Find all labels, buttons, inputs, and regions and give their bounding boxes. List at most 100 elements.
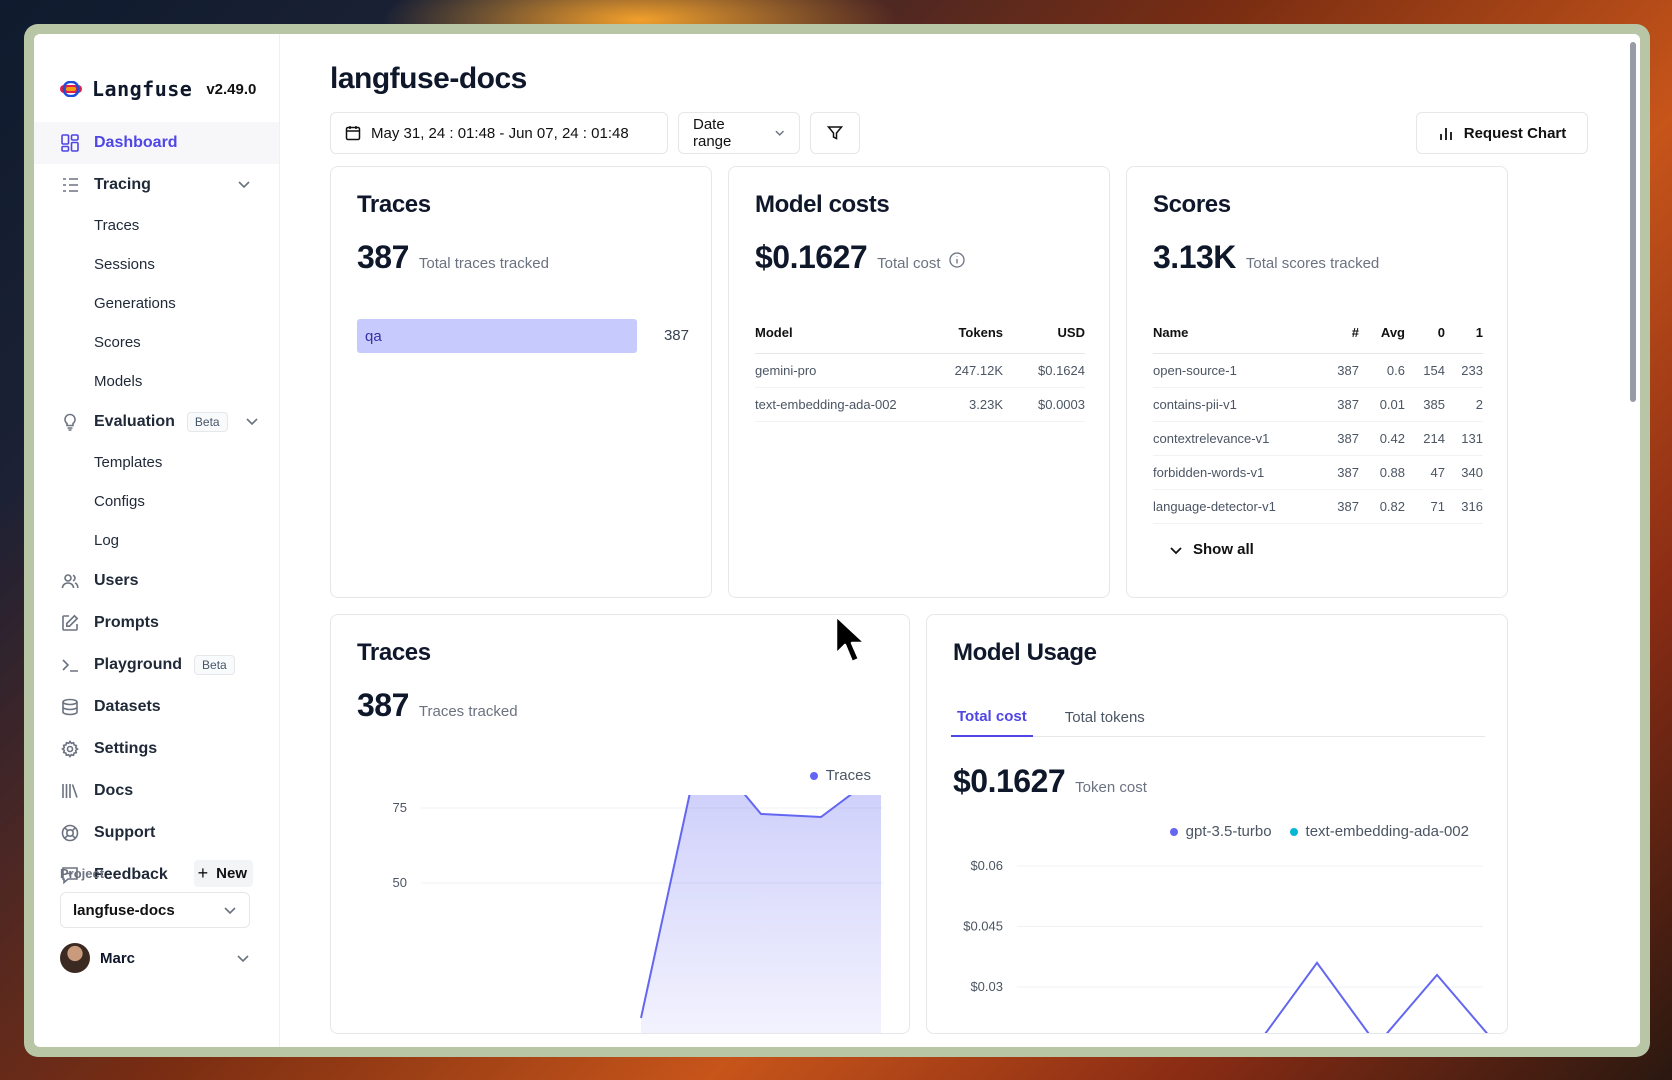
vertical-scrollbar[interactable] [1630, 42, 1636, 402]
metric-value: 387 [357, 239, 409, 275]
table-cell: 3.23K [923, 387, 1003, 422]
sidebar-item-templates[interactable]: Templates [94, 454, 163, 471]
table-cell: 0.88 [1359, 455, 1405, 490]
column-header: USD [1003, 313, 1085, 354]
bar-track: qa [357, 319, 637, 353]
sidebar-item-sessions[interactable]: Sessions [94, 256, 155, 273]
new-project-button[interactable]: + New [193, 860, 253, 887]
user-menu[interactable]: Marc [60, 941, 250, 975]
users-icon [60, 571, 80, 591]
table-row: text-embedding-ada-002 3.23K $0.0003 [755, 387, 1085, 422]
sidebar-item-playground[interactable]: Playground Beta [34, 644, 279, 686]
sidebar-item-label: Dashboard [94, 134, 178, 151]
mouse-pointer-icon [834, 614, 867, 664]
card-title: Traces [357, 639, 431, 666]
sidebar-item-label: Playground [94, 656, 183, 673]
legend-label: text-embedding-ada-002 [1305, 823, 1469, 840]
sidebar-item-traces[interactable]: Traces [94, 217, 140, 234]
model-costs-card: Model costs $0.1627 Total cost Model Tok… [728, 166, 1110, 598]
sidebar-item-evaluation[interactable]: Evaluation Beta [34, 401, 279, 443]
app-window: Langfuse v2.49.0 Dashboard Tracing Trace… [34, 34, 1640, 1047]
user-name: Marc [100, 949, 136, 967]
metric-caption: Total cost [877, 255, 941, 272]
traces-card: Traces 387 Total traces tracked qa 387 [330, 166, 712, 598]
sidebar-item-dashboard[interactable]: Dashboard [34, 122, 279, 164]
library-icon [60, 781, 80, 801]
scores-table-body: open-source-1 387 0.6 154 233 contains-pii-v1… [1153, 353, 1483, 524]
table-cell: 131 [1445, 421, 1483, 456]
gpt-3.5-turbo-line [1264, 961, 1489, 1033]
chevron-down-icon[interactable] [237, 177, 251, 191]
table-cell: 0.42 [1359, 421, 1405, 456]
show-all-button[interactable]: Show all [1169, 541, 1254, 558]
table-cell: contextrelevance-v1 [1153, 421, 1321, 456]
table-cell: 71 [1405, 489, 1445, 524]
sidebar-item-configs[interactable]: Configs [94, 493, 145, 510]
project-header: Project + New [34, 860, 279, 887]
legend-item: text-embedding-ada-002 [1289, 823, 1469, 840]
date-range-select[interactable]: Date range [678, 112, 800, 154]
sidebar-item-feedback[interactable]: Feedback [34, 854, 279, 896]
tab-total-cost[interactable]: Total cost [951, 697, 1033, 737]
filter-button[interactable] [810, 112, 860, 154]
tab-total-tokens[interactable]: Total tokens [1064, 708, 1145, 726]
table-cell: 2 [1445, 387, 1483, 422]
table-cell: 340 [1445, 455, 1483, 490]
table-cell: $0.0003 [1003, 387, 1085, 422]
sidebar-item-label: Settings [94, 740, 158, 757]
gear-icon [60, 739, 80, 759]
langfuse-logo-icon [60, 81, 82, 97]
date-range-value: May 31, 24 : 01:48 - Jun 07, 24 : 01:48 [371, 124, 629, 142]
filter-icon [827, 126, 843, 140]
sidebar-item-tracing[interactable]: Tracing [34, 164, 279, 206]
request-chart-button[interactable]: Request Chart [1416, 112, 1588, 154]
new-project-label: New [216, 865, 247, 882]
sidebar-item-label: Feedback [94, 866, 168, 883]
table-cell: 47 [1405, 455, 1445, 490]
card-title: Scores [1153, 191, 1231, 218]
sidebar-item-label: Prompts [94, 614, 159, 631]
metric-caption: Total scores tracked [1245, 255, 1380, 272]
sidebar-item-generations[interactable]: Generations [94, 295, 176, 312]
sidebar-item-scores[interactable]: Scores [94, 334, 141, 351]
sidebar-item-label: Tracing [94, 176, 151, 193]
scores-card: Scores 3.13K Total scores tracked Name #… [1126, 166, 1508, 598]
sidebar-item-settings[interactable]: Settings [34, 728, 279, 770]
metric-value: 3.13K [1153, 239, 1236, 275]
info-icon[interactable] [948, 252, 965, 268]
bar-list-item: qa 387 [357, 319, 689, 353]
date-range-picker[interactable]: May 31, 24 : 01:48 - Jun 07, 24 : 01:48 [330, 112, 668, 154]
sidebar-item-support[interactable]: Support [34, 812, 279, 854]
sidebar: Langfuse v2.49.0 Dashboard Tracing Trace… [34, 34, 280, 1047]
table-cell: 0.82 [1359, 489, 1405, 524]
bar-fill: qa [357, 319, 637, 353]
bar-value: 387 [663, 327, 689, 344]
model-usage-card: Model Usage Total cost Total tokens $0.1… [926, 614, 1508, 1034]
y-tick-label: $0.06 [970, 858, 1003, 873]
table-cell: 247.12K [923, 353, 1003, 388]
feedback-icon [60, 865, 80, 885]
column-header: Model [755, 313, 923, 354]
edit-icon [60, 613, 80, 633]
table-cell: 387 [1321, 489, 1359, 524]
table-cell: language-detector-v1 [1153, 489, 1321, 524]
column-header: Avg [1359, 313, 1405, 354]
table-cell: 387 [1321, 387, 1359, 422]
sidebar-item-label: Evaluation [94, 413, 175, 430]
sidebar-item-datasets[interactable]: Datasets [34, 686, 279, 728]
sidebar-item-models[interactable]: Models [94, 373, 143, 390]
scores-table: Name # Avg 0 1 open-source-1 387 0.6 154 233… [1153, 313, 1483, 524]
project-select[interactable]: langfuse-docs [60, 892, 250, 928]
table-cell: text-embedding-ada-002 [755, 387, 923, 422]
legend-item: Traces [809, 767, 871, 784]
sidebar-item-docs[interactable]: Docs [34, 770, 279, 812]
sidebar-item-prompts[interactable]: Prompts [34, 602, 279, 644]
metric: 387 Total traces tracked [357, 239, 549, 276]
chevron-down-icon[interactable] [245, 414, 259, 428]
sidebar-item-log[interactable]: Log [94, 532, 120, 549]
column-header: # [1321, 313, 1359, 354]
sidebar-item-users[interactable]: Users [34, 560, 279, 602]
metric-value: $0.1627 [953, 763, 1066, 799]
metric: 387 Traces tracked [357, 687, 518, 724]
main-content: langfuse-docs May 31, 24 : 01:48 - Jun 0… [280, 34, 1640, 1047]
